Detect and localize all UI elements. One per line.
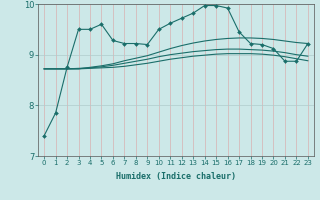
X-axis label: Humidex (Indice chaleur): Humidex (Indice chaleur) (116, 172, 236, 181)
